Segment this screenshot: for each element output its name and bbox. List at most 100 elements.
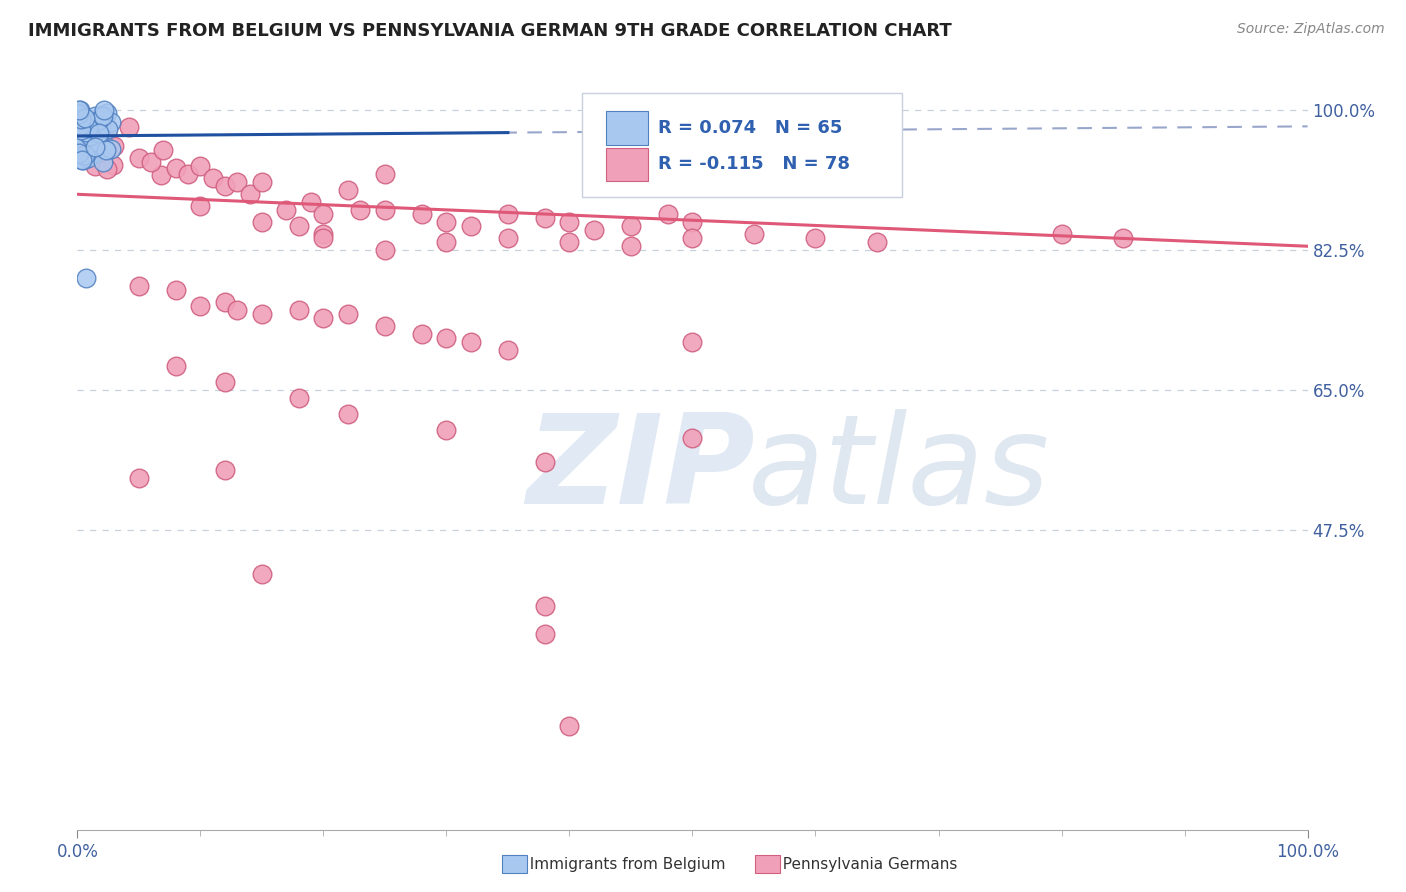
Point [436,423,458,437]
Text: atlas: atlas [748,409,1050,530]
Point [374,319,396,334]
Point [77,113,100,128]
Point [804,231,827,245]
Text: Pennsylvania Germans: Pennsylvania Germans [773,857,957,872]
Point [534,627,557,641]
Point [214,463,236,477]
Point [165,359,187,373]
Point [77,121,100,136]
Point [93,129,115,144]
Point [312,311,335,326]
Point [75,129,97,144]
Point [72,153,94,167]
Point [312,207,335,221]
Point [70,112,93,126]
Point [87,112,110,127]
Point [76,114,98,128]
Point [1050,227,1073,242]
Point [84,159,107,173]
Point [91,108,114,122]
Point [69,103,91,118]
Point [436,331,458,345]
Point [82,137,104,152]
Point [73,148,96,162]
Point [67,112,90,126]
Point [72,111,94,125]
Point [82,147,104,161]
Point [149,168,172,182]
Point [128,279,150,293]
Point [337,183,360,197]
Point [411,327,433,342]
Point [73,111,96,125]
Point [70,132,93,146]
Point [101,158,124,172]
Point [87,126,110,140]
Point [188,299,212,313]
Point [534,455,557,469]
Point [682,215,704,229]
Point [77,152,100,166]
Point [72,117,94,131]
Point [226,175,249,189]
Point [75,148,97,162]
Point [141,155,163,169]
Point [436,235,458,250]
Point [70,111,93,125]
Point [67,103,90,118]
Point [177,167,200,181]
Point [312,227,335,242]
Point [299,195,322,210]
Point [90,111,112,125]
Point [89,118,111,132]
Point [682,431,704,445]
Text: Immigrants from Belgium: Immigrants from Belgium [520,857,725,872]
Point [312,231,335,245]
Point [70,153,93,168]
Point [75,125,97,139]
Point [67,107,90,121]
Text: R = 0.074   N = 65: R = 0.074 N = 65 [658,119,842,136]
Point [250,215,273,229]
Point [682,231,704,245]
Text: ZIP: ZIP [526,409,755,530]
Point [128,152,150,166]
FancyBboxPatch shape [606,147,648,181]
Point [558,235,581,250]
Point [69,132,91,146]
Point [534,211,557,226]
Point [276,203,298,218]
Point [866,235,889,250]
Text: Source: ZipAtlas.com: Source: ZipAtlas.com [1237,22,1385,37]
Point [84,140,107,154]
Point [496,343,519,358]
Point [620,219,643,234]
Text: R = -0.115   N = 78: R = -0.115 N = 78 [658,155,851,173]
Point [288,391,311,405]
Point [165,161,187,175]
Point [76,146,98,161]
Point [152,144,174,158]
Point [90,110,112,124]
Point [288,303,311,318]
Point [91,109,114,123]
Point [128,471,150,485]
Point [1112,231,1135,245]
Point [70,105,93,120]
Text: IMMIGRANTS FROM BELGIUM VS PENNSYLVANIA GERMAN 9TH GRADE CORRELATION CHART: IMMIGRANTS FROM BELGIUM VS PENNSYLVANIA … [28,22,952,40]
Point [69,123,91,137]
Point [250,175,273,189]
Point [214,375,236,389]
Point [103,139,125,153]
Point [96,161,118,176]
Point [349,203,371,218]
Point [250,566,273,581]
FancyBboxPatch shape [582,93,901,197]
Point [75,271,97,285]
Point [70,112,93,126]
Point [188,159,212,173]
Point [72,148,94,162]
Point [682,335,704,350]
Point [165,283,187,297]
FancyBboxPatch shape [502,855,527,873]
